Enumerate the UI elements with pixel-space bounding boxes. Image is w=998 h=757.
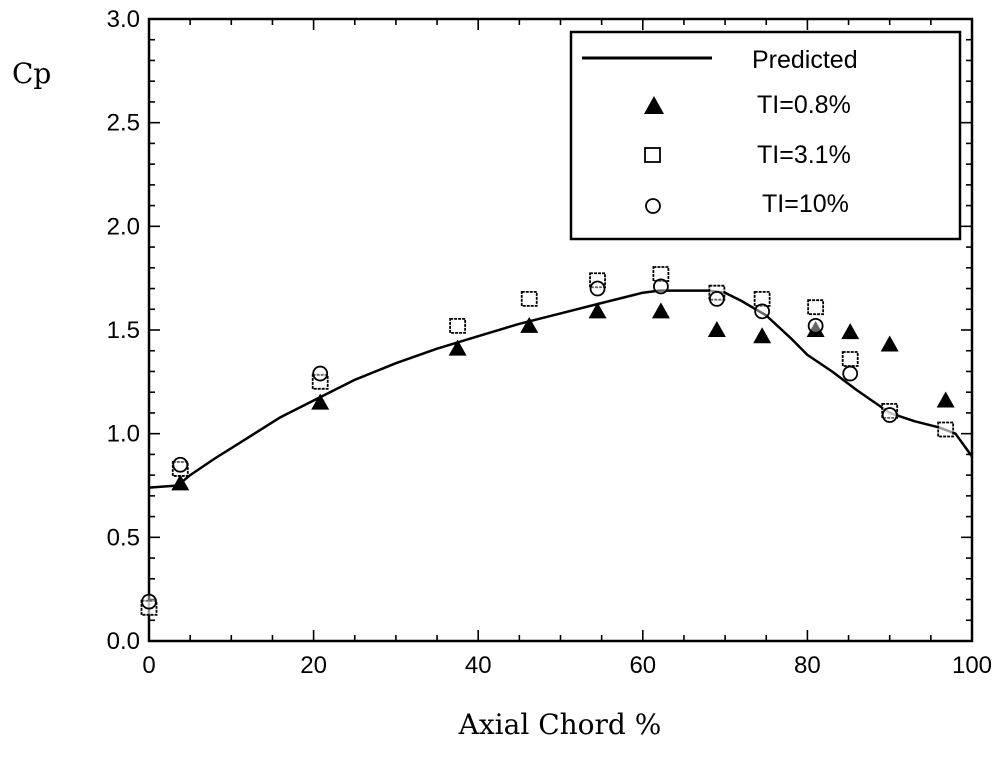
point-square	[171, 461, 189, 477]
y-tick-label: 3.0	[107, 6, 140, 33]
tick-labels: 0.0 0.5 1.0 1.5 2.0 2.5 3.0 0 20 40 60 80 100	[107, 6, 992, 679]
legend-label-ti-0.8: TI=0.8%	[757, 91, 851, 119]
point-square	[520, 290, 538, 307]
point-square	[807, 299, 825, 316]
legend-label-ti-10: TI=10%	[762, 190, 849, 218]
x-tick-label: 100	[952, 652, 992, 679]
legend: Predicted TI=0.8% TI=3.1% TI=10%	[569, 30, 962, 241]
x-tick-label: 80	[794, 652, 821, 679]
point-circle	[807, 317, 824, 334]
y-tick-label: 0.0	[107, 628, 140, 655]
point-circle	[172, 456, 189, 473]
point-square	[841, 351, 859, 367]
point-square	[449, 317, 467, 334]
point-circle	[589, 280, 606, 297]
point-circle	[312, 365, 329, 382]
series-predicted	[148, 289, 974, 489]
point-triangle	[806, 321, 825, 337]
point-circle	[842, 365, 859, 382]
y-tick-label: 2.0	[107, 213, 140, 240]
point-circle	[141, 593, 157, 610]
series-ti-0.8-	[171, 302, 955, 491]
point-triangle	[841, 323, 860, 340]
x-axis-title: Axial Chord %	[458, 708, 662, 741]
plot-area	[140, 17, 974, 643]
point-square	[881, 402, 899, 419]
legend-label-predicted: Predicted	[752, 46, 858, 74]
point-square	[753, 290, 771, 307]
point-triangle	[311, 393, 330, 410]
legend-box	[569, 30, 962, 241]
x-tick-label: 20	[300, 652, 327, 679]
point-circle	[653, 278, 669, 295]
x-tick-label: 60	[629, 652, 656, 679]
y-tick-label: 1.5	[107, 317, 140, 344]
predicted-line	[148, 289, 974, 489]
point-triangle	[753, 327, 772, 344]
axis-ticks	[148, 18, 973, 642]
point-circle	[754, 303, 771, 320]
legend-label-ti-3.1: TI=3.1%	[757, 141, 851, 169]
point-triangle	[651, 302, 670, 319]
y-tick-label: 2.5	[107, 110, 140, 137]
legend-swatch-ti-3.1	[644, 147, 661, 163]
series-ti-3.1-	[140, 266, 955, 616]
x-tick-label: 40	[465, 652, 492, 679]
point-circle	[881, 407, 898, 423]
point-triangle	[520, 316, 539, 333]
point-triangle	[171, 474, 190, 491]
series-ti-10-	[141, 278, 898, 610]
point-square	[937, 421, 955, 438]
x-tick-label: 0	[142, 652, 155, 679]
y-axis-title: Cp	[12, 57, 51, 90]
point-triangle	[448, 339, 467, 356]
point-circle	[708, 290, 725, 307]
point-triangle	[588, 302, 607, 319]
legend-swatch-ti-0.8	[644, 96, 664, 114]
point-triangle	[880, 335, 899, 352]
point-square	[652, 266, 670, 282]
y-tick-label: 0.5	[107, 524, 140, 551]
y-tick-label: 1.0	[107, 421, 140, 448]
legend-swatch-ti-10	[645, 198, 661, 214]
point-square	[311, 373, 329, 390]
point-triangle	[936, 391, 955, 408]
point-triangle	[707, 321, 726, 337]
point-square	[589, 272, 606, 289]
series-layer	[140, 266, 974, 616]
